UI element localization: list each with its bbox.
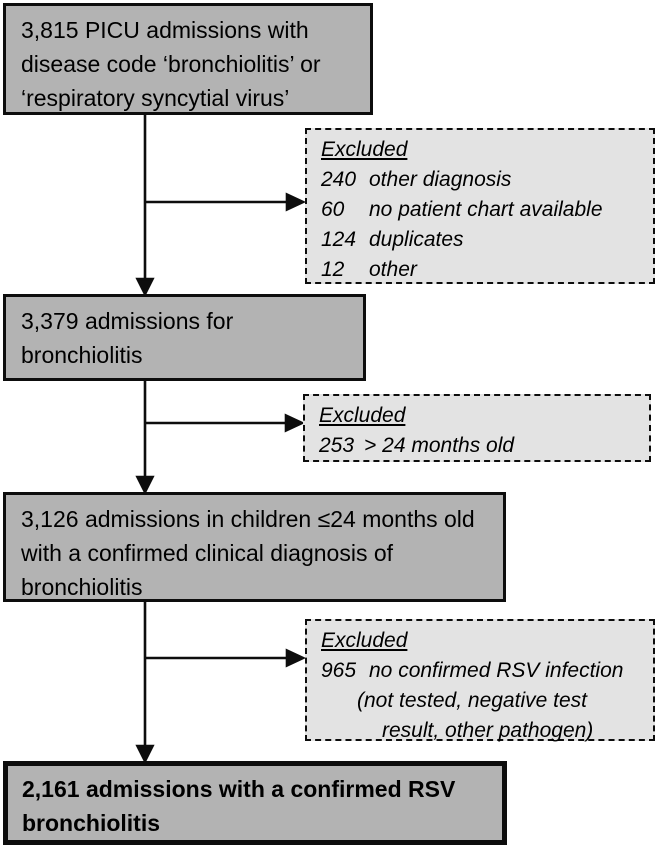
excluded-item: 60 no patient chart available (321, 195, 645, 225)
excluded-count: 240 (321, 168, 357, 191)
box-text-line: bronchiolitis (21, 574, 143, 600)
excluded-count: 124 (321, 228, 357, 251)
excluded-item: 124 duplicates (321, 225, 645, 255)
box-text-line: 3,126 admissions in children ≤24 months … (21, 506, 475, 532)
arrowhead-to-excluded-1 (285, 192, 307, 212)
box-text-line: bronchiolitis (22, 810, 160, 836)
excluded-box-3: Excluded 965 no confirmed RSV infection (… (305, 619, 655, 742)
box-text-line: ‘respiratory syncytial virus’ (21, 85, 290, 111)
box-text-line: bronchiolitis (21, 342, 143, 368)
excluded-box-2: Excluded 253 > 24 months old (303, 394, 651, 462)
arrowhead-box1-to-box2 (135, 277, 155, 297)
excluded-label: duplicates (369, 228, 464, 251)
excluded-title: Excluded (321, 629, 408, 652)
box-text-line: disease code ‘bronchiolitis’ or (21, 51, 321, 77)
excluded-item: 12 other (321, 255, 645, 285)
excluded-title: Excluded (319, 404, 406, 427)
arrowhead-box2-to-box3 (135, 475, 155, 495)
excluded-label: other (369, 258, 417, 281)
arrowhead-to-excluded-3 (285, 648, 307, 668)
excluded-label: no confirmed RSV infection (369, 659, 624, 682)
excluded-title: Excluded (321, 138, 408, 161)
excluded-count: 60 (321, 198, 345, 221)
excluded-item: 253 > 24 months old (319, 431, 641, 461)
excluded-count: 12 (321, 258, 345, 281)
excluded-continuation-line: (not tested, negative test (357, 689, 587, 712)
box-text-line: 3,379 admissions for (21, 308, 234, 334)
flow-box-confirmed-rsv: 2,161 admissions with a confirmed RSV br… (3, 761, 507, 845)
excluded-item: 965 no confirmed RSV infection (321, 656, 645, 686)
flow-box-confirmed-diagnosis: 3,126 admissions in children ≤24 months … (3, 492, 506, 602)
excluded-item: 240 other diagnosis (321, 165, 645, 195)
excluded-label: > 24 months old (364, 434, 515, 457)
flow-box-picu-admissions: 3,815 PICU admissions with disease code … (3, 3, 373, 115)
excluded-count: 253 (319, 434, 355, 457)
box-text-line: 3,815 PICU admissions with (21, 17, 309, 43)
excluded-continuation-line: result, other pathogen) (382, 719, 594, 742)
excluded-label: no patient chart available (369, 198, 603, 221)
excluded-box-1: Excluded 240 other diagnosis 60 no patient… (305, 128, 655, 284)
arrowhead-to-excluded-2 (284, 413, 306, 433)
excluded-count: 965 (321, 659, 357, 682)
box-text-line: 2,161 admissions with a confirmed RSV (22, 776, 456, 802)
box-text-line: with a confirmed clinical diagnosis of (21, 540, 394, 566)
flow-box-bronchiolitis-admissions: 3,379 admissions for bronchiolitis (3, 294, 366, 381)
arrowhead-box3-to-box4 (135, 744, 155, 764)
excluded-label: other diagnosis (369, 168, 512, 191)
